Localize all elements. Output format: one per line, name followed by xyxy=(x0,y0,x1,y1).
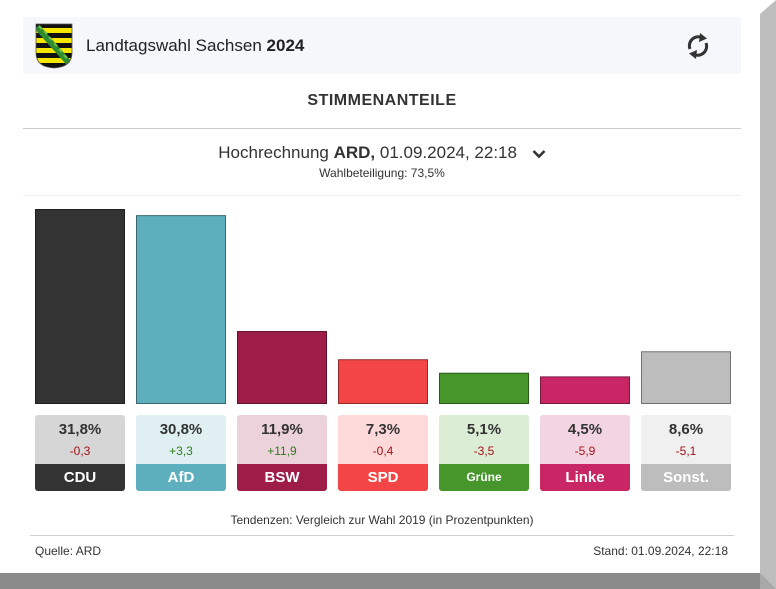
vote-share-label: 30,8% xyxy=(159,421,203,438)
change-label: -0,4 xyxy=(372,444,394,458)
bar-spd xyxy=(338,359,428,404)
stand-label: Stand: 01.09.2024, 22:18 xyxy=(593,544,728,558)
party-name-label: Sonst. xyxy=(641,464,731,491)
section-title: STIMMENANTEILE xyxy=(307,92,457,109)
party-card[interactable]: 31,8% -0,3 CDU xyxy=(35,415,125,491)
change-label: -5,1 xyxy=(675,444,697,458)
comparison-note: Tendenzen: Vergleich zur Wahl 2019 (in P… xyxy=(230,513,534,527)
turnout-label: Wahlbeteiligung: 73,5% xyxy=(319,166,445,180)
party-name-label: Grüne xyxy=(439,464,529,491)
vote-share-label: 8,6% xyxy=(668,421,704,438)
bar-bsw xyxy=(237,331,327,404)
vote-share-label: 5,1% xyxy=(466,421,502,438)
party-card[interactable]: 30,8% +3,3 AfD xyxy=(136,415,226,491)
party-card[interactable]: 5,1% -3,5 Grüne xyxy=(439,415,529,491)
change-label: -3,5 xyxy=(473,444,495,458)
divider xyxy=(23,128,741,129)
vote-share-label: 11,9% xyxy=(261,421,303,438)
widget-header: Landtagswahl Sachsen 2024 xyxy=(23,17,741,74)
bar-grne xyxy=(439,372,529,404)
saxony-coat-of-arms-icon xyxy=(35,23,73,69)
selector-prefix: Hochrechnung xyxy=(218,143,329,162)
vote-share-label: 4,5% xyxy=(567,421,603,438)
divider xyxy=(30,535,734,536)
vote-share-label: 7,3% xyxy=(365,421,401,438)
party-name-label: CDU xyxy=(35,464,125,491)
vote-share-label: 31,8% xyxy=(58,421,102,438)
chevron-down-icon xyxy=(532,149,546,158)
selector-datetime: 01.09.2024, 22:18 xyxy=(379,143,517,162)
party-name-label: Linke xyxy=(540,464,630,491)
change-label: -5,9 xyxy=(574,444,596,458)
change-label: +11,9 xyxy=(267,444,297,458)
bar-linke xyxy=(540,376,630,405)
bar-afd xyxy=(136,215,226,404)
change-label: -0,3 xyxy=(69,444,91,458)
party-card[interactable]: 4,5% -5,9 Linke xyxy=(540,415,630,491)
selector-source: ARD, xyxy=(333,143,376,162)
source-label: Quelle: ARD xyxy=(35,544,102,558)
party-card[interactable]: 7,3% -0,4 SPD xyxy=(338,415,428,491)
page-shadow-bottom xyxy=(0,573,776,589)
party-card[interactable]: 11,9% +11,9 BSW xyxy=(237,415,327,491)
forecast-selector[interactable]: Hochrechnung ARD, 01.09.2024, 22:18 xyxy=(0,143,764,163)
refresh-button[interactable] xyxy=(682,30,714,62)
header-title-text: Landtagswahl Sachsen xyxy=(86,36,262,55)
bar-cdu xyxy=(35,209,125,404)
change-label: +3,3 xyxy=(169,444,193,458)
header-year: 2024 xyxy=(266,36,305,55)
refresh-icon xyxy=(687,33,709,59)
header-title: Landtagswahl Sachsen 2024 xyxy=(86,36,304,56)
page-shadow-right xyxy=(760,0,776,589)
party-name-label: BSW xyxy=(237,464,327,491)
party-name-label: SPD xyxy=(338,464,428,491)
party-card[interactable]: 8,6% -5,1 Sonst. xyxy=(641,415,731,491)
party-name-label: AfD xyxy=(136,464,226,491)
bar-sonst xyxy=(641,351,731,405)
divider xyxy=(23,195,741,196)
